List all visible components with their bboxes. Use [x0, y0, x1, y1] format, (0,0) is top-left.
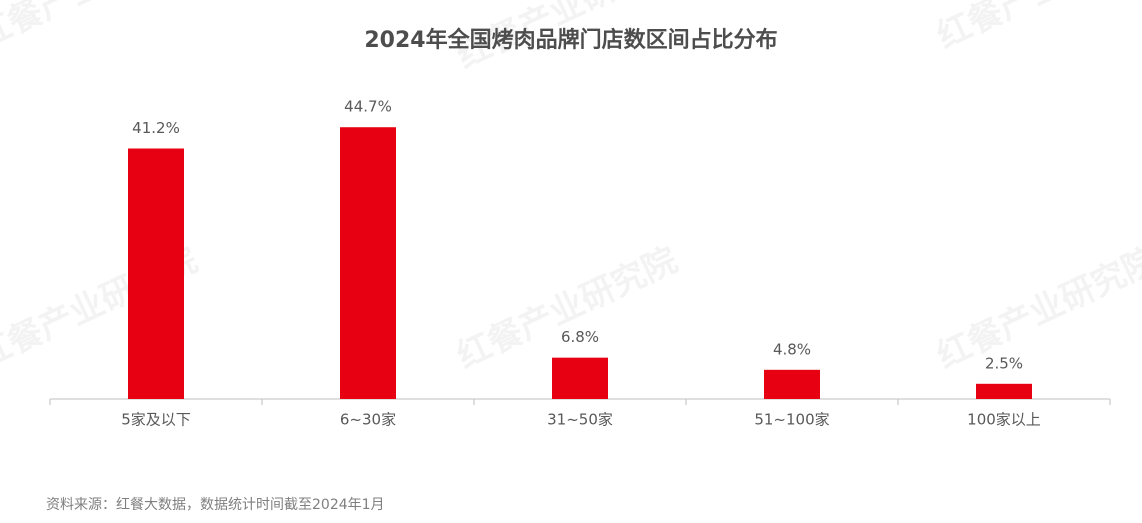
x-tick-label: 6~30家: [340, 411, 396, 429]
value-label: 4.8%: [773, 340, 811, 358]
value-label: 44.7%: [344, 98, 392, 116]
value-label: 6.8%: [561, 328, 599, 346]
watermark: 红餐产业研究院: [931, 0, 1142, 57]
chart-title: 2024年全国烤肉品牌门店数区间占比分布: [364, 27, 777, 53]
x-tick-label: 100家以上: [967, 411, 1041, 429]
x-tick-label: 5家及以下: [121, 411, 191, 429]
source-note: 资料来源：红餐大数据，数据统计时间截至2024年1月: [46, 497, 385, 513]
bar: [552, 357, 608, 399]
x-tick-label: 31~50家: [547, 411, 613, 429]
x-tick-label: 51~100家: [754, 411, 829, 429]
watermark: 红餐产业研究院: [0, 0, 204, 57]
bar: [128, 148, 184, 399]
bar: [340, 127, 396, 399]
bar: [764, 369, 820, 399]
value-label: 2.5%: [985, 354, 1023, 372]
value-label: 41.2%: [132, 119, 180, 137]
watermark: 红餐产业研究院: [931, 240, 1142, 377]
watermark: 红餐产业研究院: [451, 240, 684, 377]
bar: [976, 383, 1032, 399]
